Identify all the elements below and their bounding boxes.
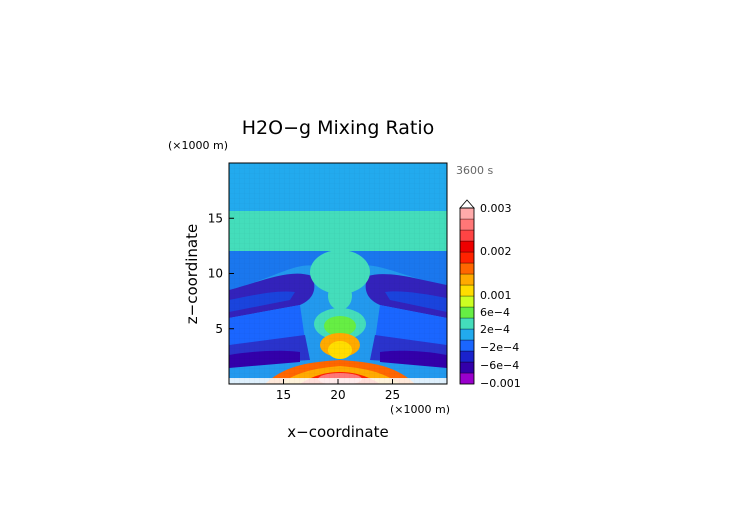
colorbar-label: −6e−4 xyxy=(480,359,519,372)
colorbar xyxy=(459,199,475,385)
x-tick-label: 15 xyxy=(276,388,291,402)
colorbar-swatch xyxy=(459,273,475,286)
colorbar-swatch xyxy=(459,218,475,231)
colorbar-swatch xyxy=(459,361,475,374)
colorbar-swatch xyxy=(459,339,475,352)
y-axis-label: z−coordinate xyxy=(183,224,201,324)
colorbar-labels: 0.003 0.002 0.001 6e−4 2e−4 −2e−4 −6e−4 −0.001 xyxy=(480,202,521,390)
x-unit-label: (×1000 m) xyxy=(390,403,450,416)
colorbar-swatch xyxy=(459,372,475,385)
x-axis-label: x−coordinate xyxy=(287,423,388,441)
x-axis: 15 20 25 xyxy=(276,379,400,402)
y-axis: 5 10 15 xyxy=(208,211,234,336)
chart-title: H2O−g Mixing Ratio xyxy=(242,117,434,139)
y-tick-label: 10 xyxy=(208,267,223,281)
x-tick-label: 25 xyxy=(385,388,400,402)
colorbar-swatch xyxy=(459,306,475,319)
colorbar-swatch xyxy=(459,251,475,264)
colorbar-swatch xyxy=(459,328,475,341)
colorbar-swatch xyxy=(459,229,475,242)
colorbar-swatch xyxy=(459,284,475,297)
y-tick-label: 5 xyxy=(215,322,223,336)
colorbar-label: 6e−4 xyxy=(480,306,510,319)
colorbar-label: 0.003 xyxy=(480,202,512,215)
colorbar-label: 2e−4 xyxy=(480,323,510,336)
colorbar-label: −2e−4 xyxy=(480,341,519,354)
colorbar-swatch xyxy=(459,317,475,330)
contour-field xyxy=(229,163,447,384)
colorbar-swatch xyxy=(459,350,475,363)
time-label: 3600 s xyxy=(456,164,493,177)
y-unit-label: (×1000 m) xyxy=(168,139,228,152)
colorbar-swatch xyxy=(459,262,475,275)
x-tick-label: 20 xyxy=(330,388,345,402)
colorbar-swatch xyxy=(459,295,475,308)
colorbar-label: 0.001 xyxy=(480,289,512,302)
colorbar-frame xyxy=(459,207,475,385)
colorbar-label: 0.002 xyxy=(480,245,512,258)
y-tick-label: 15 xyxy=(208,211,223,225)
colorbar-swatch xyxy=(459,240,475,253)
colorbar-label: −0.001 xyxy=(480,377,521,390)
colorbar-swatch xyxy=(459,207,475,220)
colorbar-extend-arrow xyxy=(459,199,475,209)
